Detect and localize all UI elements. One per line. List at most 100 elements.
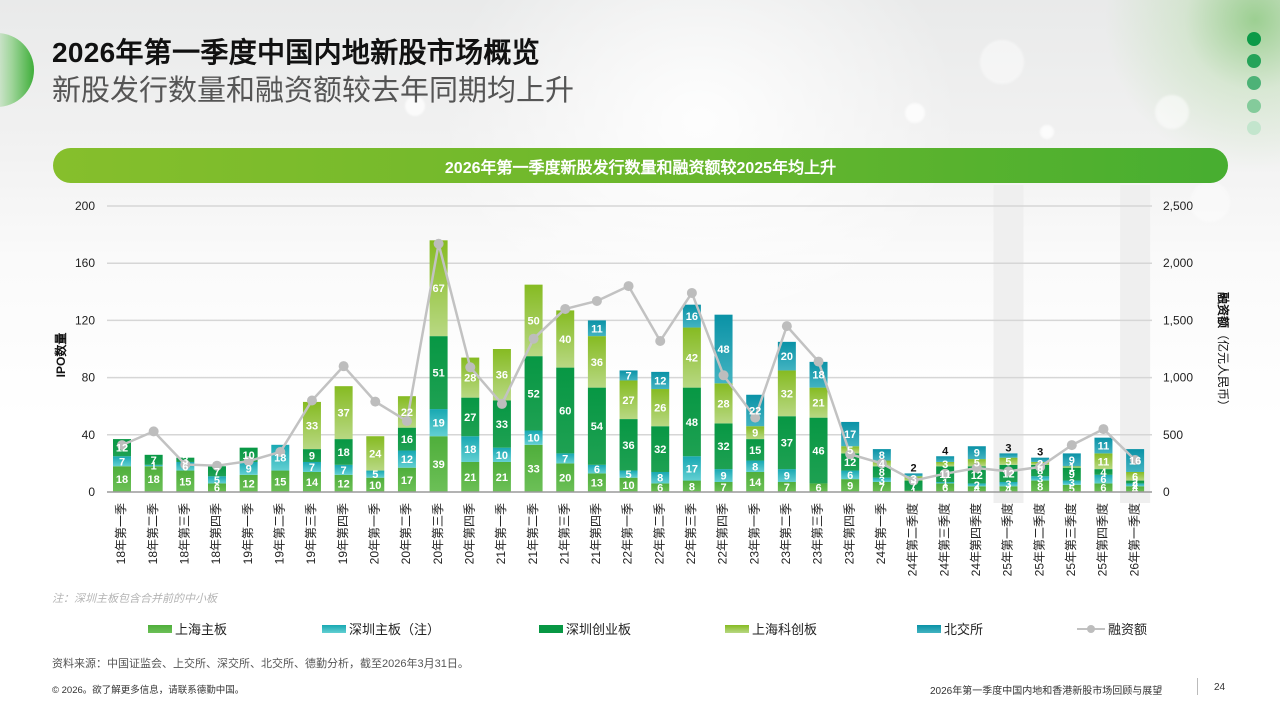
bar-segment-bse	[967, 446, 986, 460]
bar-segment-chinext	[904, 480, 923, 491]
bar-segment-chinext	[334, 439, 353, 465]
bar-value-label: 16	[1129, 456, 1141, 468]
bar-segment-sz_main	[239, 461, 258, 475]
bar-value-label: 18	[148, 474, 160, 486]
bar-segment-sh_main	[1031, 480, 1050, 492]
financing-point	[686, 287, 697, 298]
bar-value-label: 36	[591, 357, 603, 369]
bar-segment-star	[556, 310, 575, 368]
bar-value-label: 5	[214, 475, 220, 487]
bar-value-label: 20	[559, 473, 571, 485]
financing-point	[591, 295, 602, 306]
bar-segment-sz_main	[207, 476, 226, 484]
bar-segment-chinext	[492, 400, 511, 448]
financing-point	[243, 456, 254, 467]
x-tick-label: 26年第一季度	[1126, 503, 1141, 576]
bar-value-label: 17	[686, 463, 698, 475]
bar-value-label: 12	[243, 478, 255, 490]
source-note: 资料来源：中国证监会、上交所、深交所、北交所、德勤分析，截至2026年3月31日…	[52, 658, 469, 670]
x-tick-label: 22年第三季	[684, 503, 698, 564]
financing-point	[117, 440, 127, 451]
bar-segment-sh_main	[144, 466, 163, 492]
bar-value-label: 16	[686, 311, 698, 323]
bar-value-label: 6	[815, 483, 821, 495]
bar-value-label: 51	[432, 368, 444, 380]
bar-value-label: 14	[306, 477, 319, 489]
financing-point	[908, 475, 919, 486]
x-tick-label: 19年第四季	[336, 503, 350, 564]
bar-segment-sh_main	[397, 467, 416, 492]
bar-segment-bse	[777, 341, 796, 371]
bar-segment-sz_main	[587, 464, 606, 474]
bar-segment-chinext	[144, 454, 163, 465]
bar-value-label: 11	[591, 323, 603, 335]
bar-segment-star	[587, 336, 606, 388]
x-tick-label: 22年第二季	[652, 503, 666, 564]
bar-value-label: 18	[464, 444, 476, 456]
financing-point	[496, 398, 507, 409]
bar-value-label: 24	[369, 448, 382, 460]
financing-point	[1003, 466, 1014, 477]
bar-segment-bse	[936, 456, 955, 462]
chart-title-banner: 2026年第一季度新股发行数量和融资额较2025年均上升	[53, 148, 1228, 183]
bar-value-label: 33	[527, 463, 539, 475]
bar-segment-bse	[1062, 453, 1081, 467]
bar-value-label: 48	[686, 417, 698, 429]
bar-segment-star	[777, 370, 796, 417]
bar-value-label: 18	[274, 453, 286, 465]
bar-value-label: 37	[781, 438, 793, 450]
x-tick-label: 25年第一季度	[1000, 503, 1015, 576]
bar-segment-sz_main	[746, 460, 765, 472]
bar-segment-sz_main	[1062, 480, 1081, 485]
financing-point	[465, 362, 476, 373]
y-left-tick-label: 200	[75, 199, 95, 213]
bar-segment-sz_main	[999, 481, 1018, 487]
bar-value-label: 4	[1100, 467, 1107, 479]
bar-segment-sh_main	[1062, 484, 1081, 492]
y-left-tick-label: 120	[75, 313, 95, 327]
bar-value-label: 8	[1037, 481, 1043, 493]
x-tick-label: 18年第四季	[209, 503, 223, 564]
decorative-dot	[1247, 99, 1261, 113]
bar-value-label: 27	[464, 412, 476, 424]
x-tick-label: 23年第四季	[842, 503, 856, 564]
bar-segment-star	[999, 457, 1018, 465]
bar-segment-sz_main	[492, 447, 511, 462]
financing-point	[623, 281, 634, 292]
bar-value-label: 21	[496, 472, 508, 484]
bar-value-label: 7	[214, 466, 220, 478]
bar-segment-chinext	[967, 466, 986, 484]
bar-value-labels: 1871218171563657129101518147933127183710…	[116, 283, 1141, 498]
bar-value-label: 5	[847, 445, 853, 457]
legend-label: 深圳主板（注）	[349, 622, 441, 637]
y-left-tick-label: 40	[82, 428, 96, 442]
bar-value-label: 36	[496, 370, 508, 382]
financing-point	[1130, 454, 1141, 465]
bar-segment-sh_main	[461, 461, 480, 492]
y-right-tick-label: 1,500	[1163, 313, 1193, 327]
bar-value-label: 12	[1002, 468, 1014, 480]
x-tick-label: 20年第一季	[367, 503, 381, 564]
bar-value-label: 6	[182, 461, 188, 473]
bar-value-label: 4	[879, 458, 886, 470]
stacked-bars	[113, 240, 1145, 492]
bar-segment-star	[651, 389, 670, 427]
bar-value-label: 6	[1100, 474, 1106, 486]
bar-segment-sz_main	[556, 453, 575, 464]
bar-value-label: 3	[942, 459, 948, 471]
bar-segment-sh_main	[302, 471, 321, 492]
financing-point	[1066, 440, 1077, 451]
bar-value-label: 3	[1037, 473, 1043, 485]
bar-value-label: 6	[942, 483, 948, 495]
bar-value-label: 4	[1005, 484, 1012, 496]
bar-segment-sh_main	[524, 444, 543, 492]
bar-segment-bse	[587, 320, 606, 337]
bar-segment-sz_main	[524, 430, 543, 445]
bar-value-label: 6	[214, 483, 220, 495]
bar-value-label: 52	[527, 388, 539, 400]
financing-point	[180, 459, 191, 470]
financing-point	[718, 370, 729, 381]
bar-value-label: 33	[306, 421, 318, 433]
bar-segment-sh_main	[239, 474, 258, 492]
bar-segment-sh_main	[492, 461, 511, 492]
